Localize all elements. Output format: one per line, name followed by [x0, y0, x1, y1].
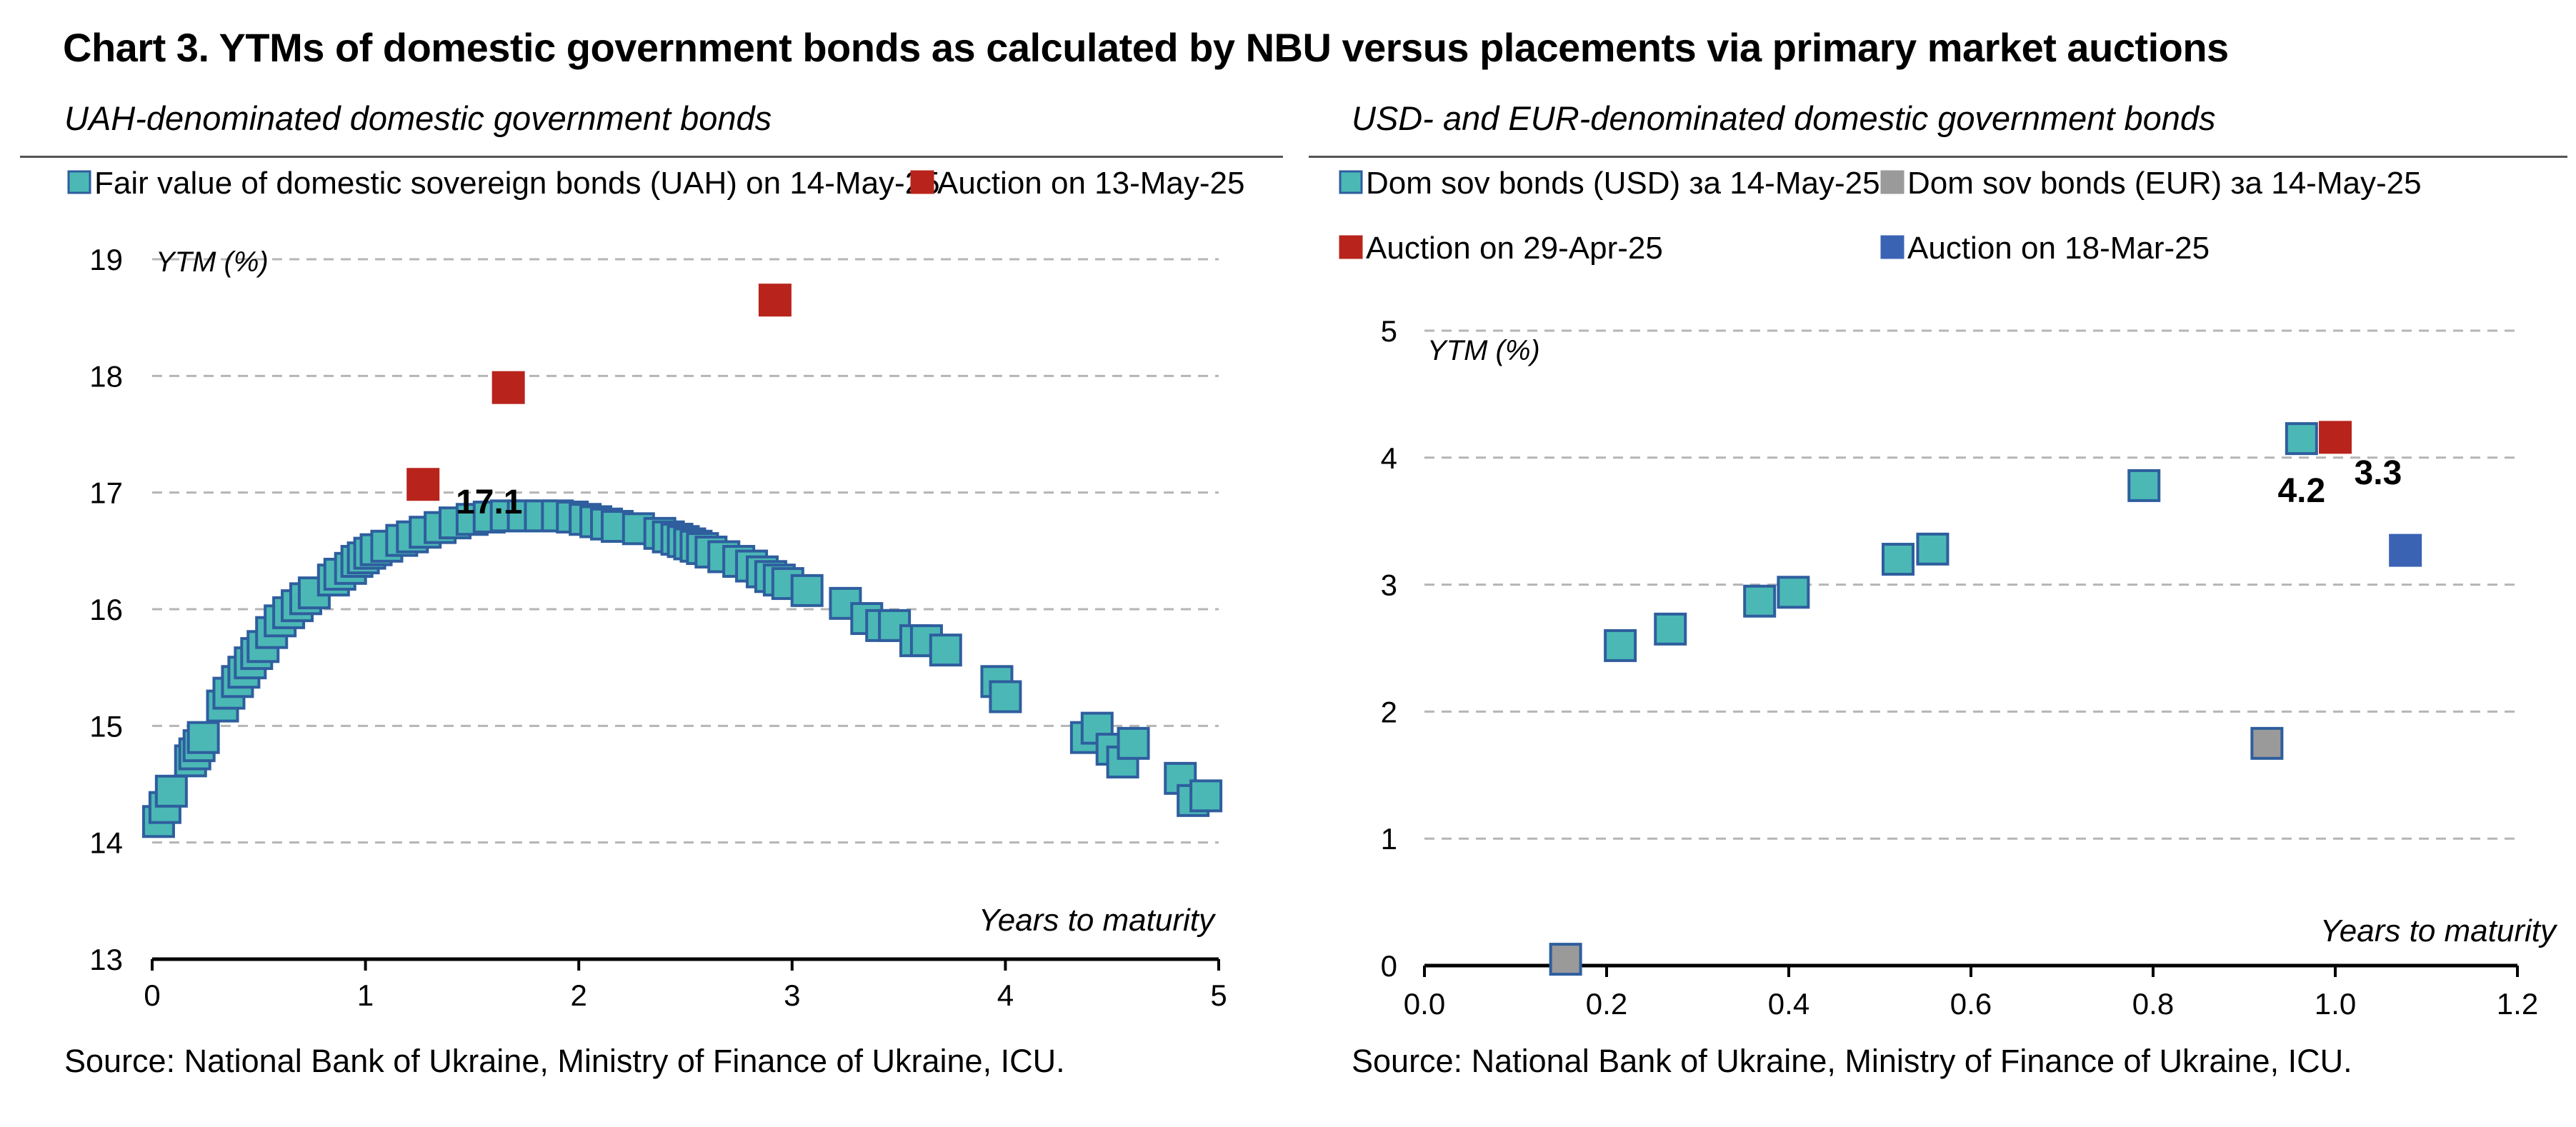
left-title-rule: [20, 156, 1283, 158]
left-y-axis-label: YTM (%): [156, 246, 269, 278]
right-y-tick-label: 3: [1381, 568, 1397, 602]
left-source-note: Source: National Bank of Ukraine, Minist…: [64, 1043, 1065, 1079]
chart-title: Chart 3. YTMs of domestic government bon…: [63, 25, 2229, 70]
right-series-1-point: [2250, 726, 2284, 760]
right-series-0-point: [1777, 576, 1810, 609]
left-data-label: 17.1: [456, 484, 522, 521]
right-legend-label: Dom sov bonds (USD) за 14-May-25: [1366, 166, 1880, 201]
left-series-1-point: [491, 371, 525, 404]
left-y-tick-label: 18: [89, 359, 123, 393]
right-data-label: 3.3: [2355, 454, 2402, 492]
right-legend-label: Dom sov bonds (EUR) за 14-May-25: [1907, 166, 2422, 201]
left-y-tick-label: 13: [89, 943, 123, 976]
right-series-3-point: [2389, 534, 2422, 567]
right-x-tick-label: 0.0: [1404, 987, 1445, 1021]
right-legend-label: Auction on 18-Mar-25: [1907, 231, 2210, 266]
right-legend-marker: [1339, 170, 1363, 194]
right-y-tick-label: 1: [1381, 822, 1397, 856]
right-series-2-point: [2319, 421, 2352, 454]
right-legend-marker: [1880, 170, 1904, 194]
right-source-note: Source: National Bank of Ukraine, Minist…: [1352, 1043, 2352, 1079]
right-x-tick-label: 1.2: [2497, 987, 2538, 1021]
left-series-0-point: [790, 573, 824, 607]
right-series-0-point: [1604, 628, 1637, 662]
left-series-0-point: [1189, 779, 1223, 813]
left-x-tick-label: 0: [144, 978, 160, 1012]
left-y-tick-label: 16: [89, 593, 123, 626]
right-legend-label: Auction on 29-Apr-25: [1366, 231, 1663, 266]
right-legend-marker: [1880, 235, 1904, 259]
right-y-tick-label: 2: [1381, 695, 1397, 728]
left-panel-title: UAH-denominated domestic government bond…: [64, 99, 772, 137]
right-series-0-point: [2127, 469, 2161, 502]
right-series-0-point: [1882, 543, 1914, 576]
right-legend-marker: [1339, 235, 1363, 259]
right-series-1-point: [1549, 943, 1582, 976]
left-x-axis-label: Years to maturity: [979, 903, 1217, 938]
left-legend-label: Fair value of domestic sovereign bonds (…: [94, 166, 940, 201]
right-series-0-point: [1654, 612, 1687, 646]
left-y-tick-label: 14: [89, 826, 123, 860]
left-series-0-point: [1117, 726, 1150, 760]
left-x-tick-label: 3: [784, 978, 800, 1012]
left-series-0-point: [154, 774, 188, 808]
left-x-tick-label: 1: [357, 978, 374, 1012]
right-x-tick-label: 0.2: [1586, 987, 1627, 1021]
right-panel-title: USD- and EUR-denominated domestic govern…: [1352, 99, 2216, 137]
right-y-tick-label: 5: [1381, 314, 1397, 348]
right-x-tick-label: 1.0: [2315, 987, 2356, 1021]
right-x-tick-label: 0.6: [1950, 987, 1992, 1021]
left-x-tick-label: 5: [1210, 978, 1227, 1012]
left-y-tick-label: 19: [89, 243, 123, 276]
right-y-axis-label: YTM (%): [1427, 335, 1540, 366]
left-legend-label: Auction on 13-May-25: [937, 166, 1244, 201]
right-x-tick-label: 0.4: [1768, 987, 1809, 1021]
left-series-0-point: [929, 633, 962, 667]
left-series-1-point: [406, 468, 440, 501]
right-series-0-point: [1916, 532, 1950, 566]
right-series-0-point: [1743, 584, 1777, 618]
right-y-tick-label: 4: [1381, 441, 1397, 475]
left-series-0-point: [989, 680, 1022, 713]
left-y-tick-label: 15: [89, 709, 123, 743]
right-x-tick-label: 0.8: [2132, 987, 2174, 1021]
right-y-tick-label: 0: [1381, 949, 1397, 983]
right-data-label: 4.2: [2277, 472, 2325, 510]
right-series-0-point: [2285, 422, 2318, 456]
left-legend-marker: [67, 170, 91, 194]
left-series-0-point: [186, 721, 220, 754]
left-x-tick-label: 4: [997, 978, 1014, 1012]
left-y-tick-label: 17: [89, 476, 123, 510]
right-x-axis-label: Years to maturity: [2320, 913, 2558, 948]
left-series-1-point: [758, 284, 792, 317]
left-legend-marker: [910, 170, 934, 194]
right-title-rule: [1309, 156, 2567, 158]
left-x-tick-label: 2: [571, 978, 587, 1012]
